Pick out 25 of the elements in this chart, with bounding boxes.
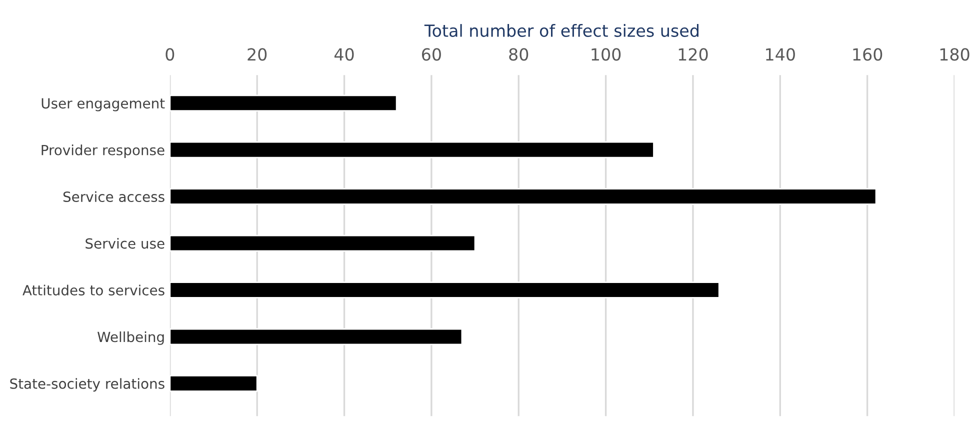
x-tick-label: 60 [422, 48, 441, 61]
bar [170, 141, 654, 158]
x-tick-label: 120 [678, 48, 708, 61]
bar [170, 188, 877, 205]
bar [170, 234, 476, 252]
x-tick-label: 20 [248, 48, 267, 61]
y-tick-label: Service access [63, 191, 164, 202]
x-tick-label: 40 [334, 48, 354, 61]
bar [170, 375, 258, 392]
bar [170, 282, 720, 298]
x-tick-label: 160 [853, 48, 882, 61]
x-tick-label: 0 [166, 48, 174, 61]
bar [170, 328, 463, 346]
y-tick-label: Attitudes to services [22, 284, 164, 296]
x-tick-label: 80 [509, 48, 528, 61]
x-tick-label: 140 [766, 48, 795, 61]
x-tick-label: 100 [592, 48, 621, 61]
y-tick-label: State-society relations [10, 378, 164, 392]
y-tick-label: Provider response [42, 144, 164, 158]
y-tick-label: Wellbeing [98, 331, 164, 345]
y-tick-label: Service use [86, 238, 164, 249]
y-tick-label: User engagement [42, 98, 165, 112]
bar [170, 94, 398, 112]
x-axis-title: Total number of effect sizes used [424, 24, 698, 37]
x-tick-label: 180 [940, 48, 970, 61]
